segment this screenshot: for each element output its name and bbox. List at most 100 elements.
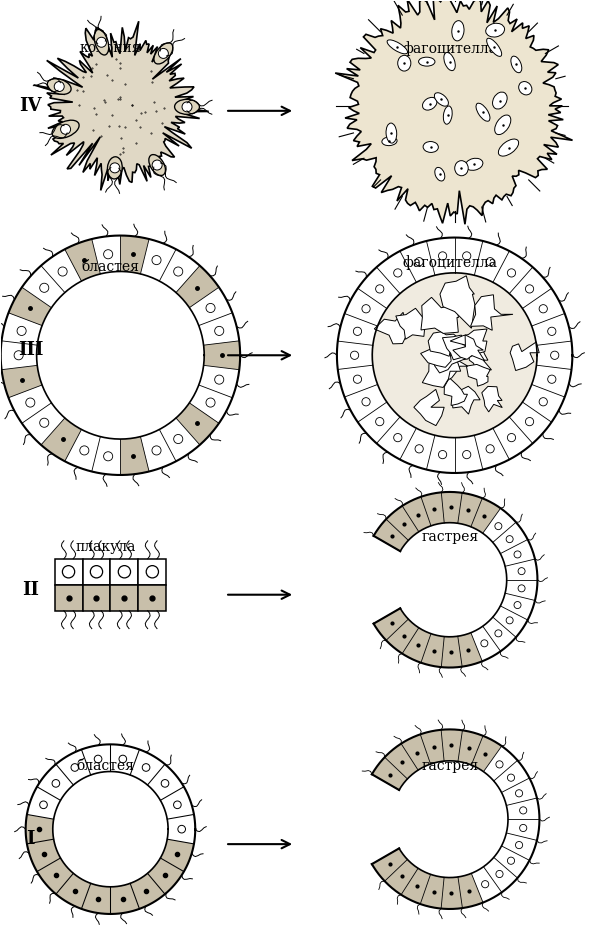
Polygon shape <box>130 873 165 909</box>
Polygon shape <box>374 608 409 640</box>
Polygon shape <box>385 859 418 895</box>
Polygon shape <box>385 744 418 779</box>
Polygon shape <box>442 637 462 668</box>
Ellipse shape <box>486 23 505 37</box>
Polygon shape <box>176 266 219 308</box>
Polygon shape <box>83 559 110 585</box>
Polygon shape <box>493 417 533 459</box>
Ellipse shape <box>47 79 71 94</box>
Ellipse shape <box>499 139 518 156</box>
Polygon shape <box>442 492 462 523</box>
Polygon shape <box>475 428 509 470</box>
Ellipse shape <box>94 29 109 55</box>
Polygon shape <box>203 341 240 370</box>
Polygon shape <box>160 787 194 819</box>
Polygon shape <box>458 493 482 527</box>
Ellipse shape <box>422 98 437 110</box>
Polygon shape <box>455 436 483 473</box>
Polygon shape <box>34 22 209 191</box>
Polygon shape <box>372 757 407 790</box>
Polygon shape <box>110 585 139 610</box>
Polygon shape <box>470 295 513 331</box>
Ellipse shape <box>435 167 445 181</box>
Polygon shape <box>82 745 110 775</box>
Polygon shape <box>532 365 572 397</box>
Polygon shape <box>65 239 100 281</box>
Polygon shape <box>483 508 516 543</box>
Polygon shape <box>148 858 184 894</box>
Polygon shape <box>22 403 65 445</box>
Polygon shape <box>190 287 232 326</box>
Polygon shape <box>458 633 482 667</box>
Ellipse shape <box>107 157 122 179</box>
Polygon shape <box>441 730 463 762</box>
Polygon shape <box>458 873 483 908</box>
Polygon shape <box>452 386 480 414</box>
Text: плакула: плакула <box>75 540 136 554</box>
Polygon shape <box>377 417 416 459</box>
Polygon shape <box>56 749 91 785</box>
Ellipse shape <box>443 106 452 124</box>
Polygon shape <box>337 341 373 369</box>
Polygon shape <box>8 287 52 326</box>
Polygon shape <box>344 288 387 326</box>
Polygon shape <box>421 344 457 367</box>
Polygon shape <box>199 313 239 346</box>
Ellipse shape <box>149 155 166 176</box>
Polygon shape <box>432 343 467 373</box>
Polygon shape <box>421 634 444 667</box>
Ellipse shape <box>386 123 397 143</box>
Polygon shape <box>92 437 121 475</box>
Polygon shape <box>471 499 500 533</box>
Polygon shape <box>176 403 219 445</box>
Polygon shape <box>37 764 73 800</box>
Polygon shape <box>140 429 176 471</box>
Polygon shape <box>493 606 527 638</box>
Polygon shape <box>472 736 502 772</box>
Polygon shape <box>484 747 518 781</box>
Polygon shape <box>510 342 539 371</box>
Polygon shape <box>484 857 518 892</box>
Polygon shape <box>453 335 485 361</box>
Polygon shape <box>338 365 377 397</box>
Polygon shape <box>160 839 194 871</box>
Text: IV: IV <box>19 97 42 115</box>
Polygon shape <box>442 335 479 360</box>
Polygon shape <box>374 519 409 551</box>
Polygon shape <box>421 298 458 333</box>
Polygon shape <box>400 241 435 283</box>
Polygon shape <box>472 867 502 902</box>
Polygon shape <box>427 238 455 275</box>
Polygon shape <box>27 839 61 871</box>
Polygon shape <box>374 313 416 344</box>
Polygon shape <box>466 364 490 386</box>
Polygon shape <box>139 585 166 610</box>
Polygon shape <box>1 341 37 370</box>
Polygon shape <box>82 884 110 914</box>
Polygon shape <box>523 288 565 326</box>
Polygon shape <box>121 236 149 274</box>
Text: гастрея: гастрея <box>421 530 478 544</box>
Polygon shape <box>494 761 529 793</box>
Polygon shape <box>441 877 463 909</box>
Polygon shape <box>450 329 487 360</box>
Polygon shape <box>140 239 176 281</box>
Ellipse shape <box>423 142 439 152</box>
Polygon shape <box>372 273 537 438</box>
Polygon shape <box>493 251 533 294</box>
Polygon shape <box>458 731 483 765</box>
Polygon shape <box>358 402 400 443</box>
Text: гастрея: гастрея <box>421 760 478 774</box>
Polygon shape <box>427 436 455 473</box>
Ellipse shape <box>495 115 511 134</box>
Polygon shape <box>139 559 166 585</box>
Polygon shape <box>455 238 483 275</box>
Circle shape <box>61 124 71 134</box>
Circle shape <box>182 101 192 112</box>
Polygon shape <box>22 266 65 308</box>
Polygon shape <box>482 387 502 412</box>
Ellipse shape <box>387 39 407 54</box>
Circle shape <box>110 162 120 173</box>
Polygon shape <box>92 236 121 274</box>
Text: II: II <box>22 580 39 599</box>
